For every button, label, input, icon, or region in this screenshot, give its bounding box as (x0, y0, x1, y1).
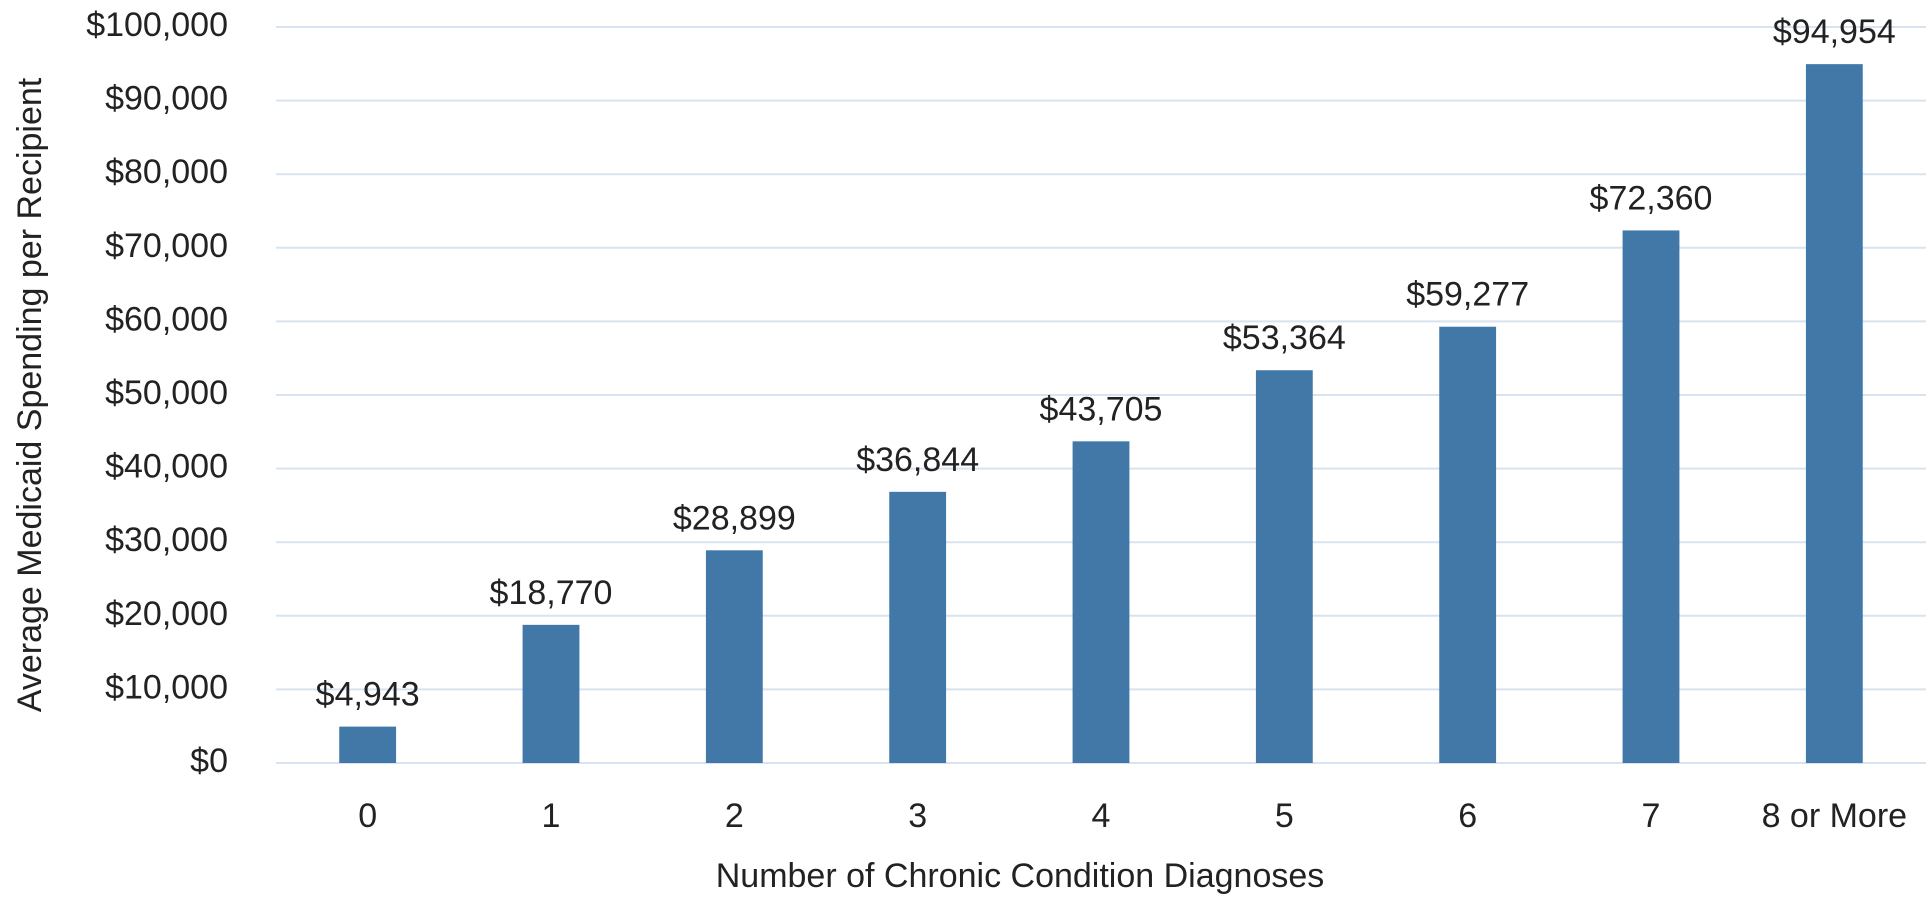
y-tick-label: $40,000 (105, 448, 228, 486)
bar (339, 726, 397, 763)
bar (1622, 230, 1680, 763)
bar (1072, 441, 1130, 763)
x-tick-label: 6 (1458, 797, 1477, 835)
x-tick-label: 8 or More (1762, 797, 1908, 835)
data-label: $28,899 (673, 499, 796, 537)
x-tick-label: 3 (908, 797, 927, 835)
data-label: $4,943 (316, 676, 420, 714)
x-tick-label: 4 (1092, 797, 1111, 835)
y-tick-label: $50,000 (105, 374, 228, 412)
y-tick-label: $0 (190, 742, 228, 780)
data-label: $72,360 (1590, 179, 1713, 217)
bar (1805, 64, 1863, 764)
bar (889, 491, 947, 763)
x-tick-label: 1 (542, 797, 561, 835)
y-axis-label: Average Medicaid Spending per Recipient (11, 77, 49, 712)
data-label: $36,844 (856, 441, 979, 479)
y-tick-label: $100,000 (86, 6, 228, 44)
bar (705, 550, 763, 763)
data-label: $53,364 (1223, 319, 1346, 357)
y-tick-label: $20,000 (105, 595, 228, 633)
data-label: $43,705 (1040, 390, 1163, 428)
y-tick-label: $90,000 (105, 80, 228, 118)
bar (522, 624, 580, 763)
y-tick-label: $70,000 (105, 227, 228, 265)
x-tick-label: 0 (358, 797, 377, 835)
y-tick-label: $80,000 (105, 153, 228, 191)
x-tick-label: 2 (725, 797, 744, 835)
x-tick-label: 7 (1642, 797, 1661, 835)
y-tick-label: $60,000 (105, 300, 228, 338)
x-axis-label: Number of Chronic Condition Diagnoses (716, 857, 1325, 895)
bar (1255, 370, 1313, 763)
data-label: $94,954 (1773, 13, 1896, 51)
data-label: $18,770 (490, 574, 613, 612)
data-label: $59,277 (1406, 276, 1529, 314)
bar (1439, 326, 1497, 763)
x-tick-label: 5 (1275, 797, 1294, 835)
y-tick-label: $30,000 (105, 521, 228, 559)
y-tick-label: $10,000 (105, 668, 228, 706)
